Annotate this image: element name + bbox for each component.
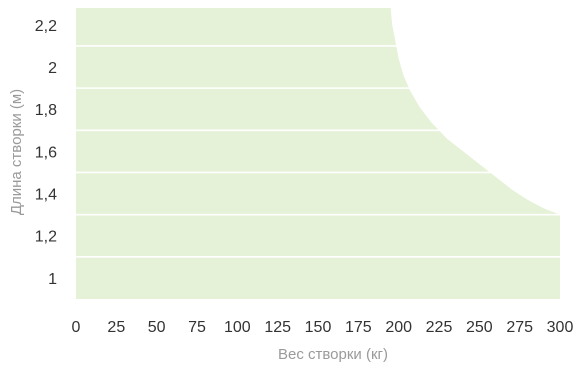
x-tick-label: 0 <box>72 319 81 336</box>
x-tick-label: 50 <box>148 319 166 336</box>
x-tick-label: 300 <box>547 319 574 336</box>
y-tick-label: 2 <box>48 60 57 77</box>
x-tick-label: 225 <box>426 319 453 336</box>
y-tick-label: 1 <box>48 271 57 288</box>
x-axis-title: Вес створки (кг) <box>278 346 388 363</box>
gridlines <box>76 45 560 258</box>
plot-area <box>76 8 560 299</box>
y-axis-ticks: 1 1,2 1,4 1,6 1,8 2 2,2 <box>35 18 57 288</box>
y-tick-label: 1,4 <box>35 187 57 204</box>
x-tick-label: 250 <box>466 319 493 336</box>
x-tick-label: 175 <box>345 319 372 336</box>
x-tick-label: 150 <box>305 319 332 336</box>
y-tick-label: 2,2 <box>35 18 57 35</box>
x-tick-label: 75 <box>188 319 206 336</box>
area-fill <box>76 8 560 299</box>
y-tick-label: 1,2 <box>35 229 57 246</box>
y-tick-label: 1,6 <box>35 144 57 161</box>
x-tick-label: 125 <box>264 319 291 336</box>
x-tick-label: 275 <box>506 319 533 336</box>
y-tick-label: 1,8 <box>35 102 57 119</box>
x-axis-ticks: 0 25 50 75 100 125 150 175 200 225 250 275 300 <box>72 319 574 336</box>
x-tick-label: 200 <box>385 319 412 336</box>
x-tick-label: 25 <box>107 319 125 336</box>
x-tick-label: 100 <box>224 319 251 336</box>
y-axis-title: Длина створки (м) <box>8 89 25 215</box>
